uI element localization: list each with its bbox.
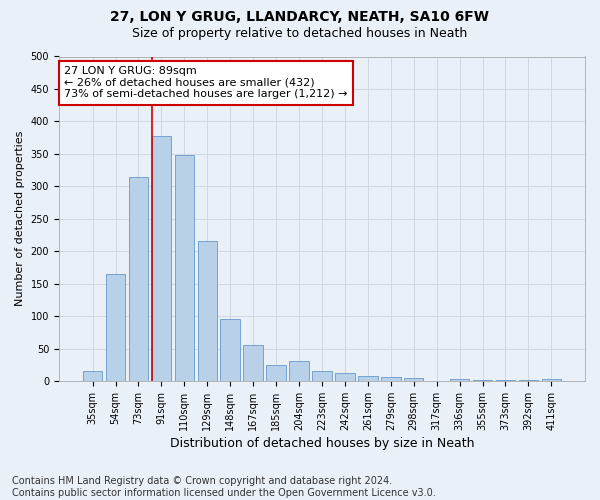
Bar bbox=[404, 378, 424, 381]
Bar bbox=[197, 242, 217, 381]
X-axis label: Distribution of detached houses by size in Neath: Distribution of detached houses by size … bbox=[170, 437, 474, 450]
Bar bbox=[358, 376, 377, 381]
Bar bbox=[220, 320, 240, 381]
Bar bbox=[152, 136, 171, 381]
Text: 27 LON Y GRUG: 89sqm
← 26% of detached houses are smaller (432)
73% of semi-deta: 27 LON Y GRUG: 89sqm ← 26% of detached h… bbox=[64, 66, 347, 100]
Bar bbox=[128, 176, 148, 381]
Bar bbox=[542, 379, 561, 381]
Bar bbox=[83, 371, 103, 381]
Bar bbox=[266, 364, 286, 381]
Bar bbox=[496, 380, 515, 381]
Bar bbox=[106, 274, 125, 381]
Bar bbox=[450, 379, 469, 381]
Bar bbox=[175, 155, 194, 381]
Bar bbox=[381, 377, 401, 381]
Text: Size of property relative to detached houses in Neath: Size of property relative to detached ho… bbox=[133, 28, 467, 40]
Text: Contains HM Land Registry data © Crown copyright and database right 2024.
Contai: Contains HM Land Registry data © Crown c… bbox=[12, 476, 436, 498]
Text: 27, LON Y GRUG, LLANDARCY, NEATH, SA10 6FW: 27, LON Y GRUG, LLANDARCY, NEATH, SA10 6… bbox=[110, 10, 490, 24]
Y-axis label: Number of detached properties: Number of detached properties bbox=[15, 131, 25, 306]
Bar bbox=[473, 380, 492, 381]
Bar bbox=[335, 373, 355, 381]
Bar bbox=[312, 371, 332, 381]
Bar bbox=[244, 346, 263, 381]
Bar bbox=[518, 380, 538, 381]
Bar bbox=[289, 362, 309, 381]
